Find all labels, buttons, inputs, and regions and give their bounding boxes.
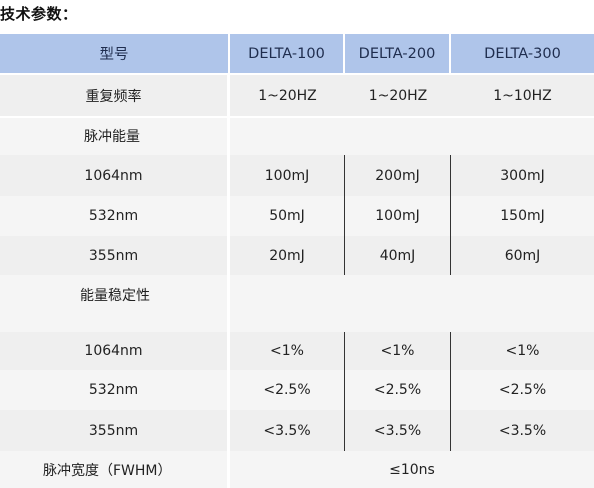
- repetition-rate-delta-200: 1~20HZ: [345, 75, 451, 116]
- pulse-width-value: ≤10ns: [230, 451, 594, 488]
- pulse-energy-1064-label: 1064nm: [0, 155, 230, 196]
- pulse-energy-1064-delta-100: 100mJ: [230, 155, 345, 196]
- pulse-energy-355-label: 355nm: [0, 236, 230, 275]
- spec-table: 型号 DELTA-100 DELTA-200 DELTA-300 重复频率 1~…: [0, 34, 594, 488]
- pulse-energy-blank: [230, 116, 594, 155]
- energy-stability-label: 能量稳定性: [0, 275, 230, 332]
- repetition-rate-delta-300: 1~10HZ: [451, 75, 594, 116]
- pulse-energy-532-delta-100: 50mJ: [230, 196, 345, 236]
- pulse-energy-355-delta-300: 60mJ: [451, 236, 594, 275]
- stability-532-delta-300: <2.5%: [451, 370, 594, 410]
- header-delta-300: DELTA-300: [451, 34, 594, 75]
- pulse-energy-532-label: 532nm: [0, 196, 230, 236]
- header-model: 型号: [0, 34, 230, 75]
- stability-355-delta-100: <3.5%: [230, 410, 345, 451]
- repetition-rate-delta-100: 1~20HZ: [230, 75, 345, 116]
- stability-1064-delta-300: <1%: [451, 332, 594, 370]
- stability-1064-label: 1064nm: [0, 332, 230, 370]
- energy-stability-blank: [230, 275, 594, 332]
- stability-355-delta-200: <3.5%: [345, 410, 451, 451]
- pulse-energy-label: 脉冲能量: [0, 116, 230, 155]
- stability-355-label: 355nm: [0, 410, 230, 451]
- pulse-energy-1064-delta-300: 300mJ: [451, 155, 594, 196]
- stability-1064-delta-100: <1%: [230, 332, 345, 370]
- header-delta-100: DELTA-100: [230, 34, 345, 75]
- pulse-energy-355-delta-100: 20mJ: [230, 236, 345, 275]
- pulse-width-label: 脉冲宽度（FWHM）: [0, 451, 230, 488]
- stability-355-delta-300: <3.5%: [451, 410, 594, 451]
- pulse-energy-532-delta-300: 150mJ: [451, 196, 594, 236]
- stability-1064-delta-200: <1%: [345, 332, 451, 370]
- repetition-rate-label: 重复频率: [0, 75, 230, 116]
- stability-532-label: 532nm: [0, 370, 230, 410]
- pulse-energy-532-delta-200: 100mJ: [345, 196, 451, 236]
- stability-532-delta-100: <2.5%: [230, 370, 345, 410]
- pulse-energy-1064-delta-200: 200mJ: [345, 155, 451, 196]
- stability-532-delta-200: <2.5%: [345, 370, 451, 410]
- header-delta-200: DELTA-200: [345, 34, 451, 75]
- page-title: 技术参数：: [0, 5, 78, 23]
- pulse-energy-355-delta-200: 40mJ: [345, 236, 451, 275]
